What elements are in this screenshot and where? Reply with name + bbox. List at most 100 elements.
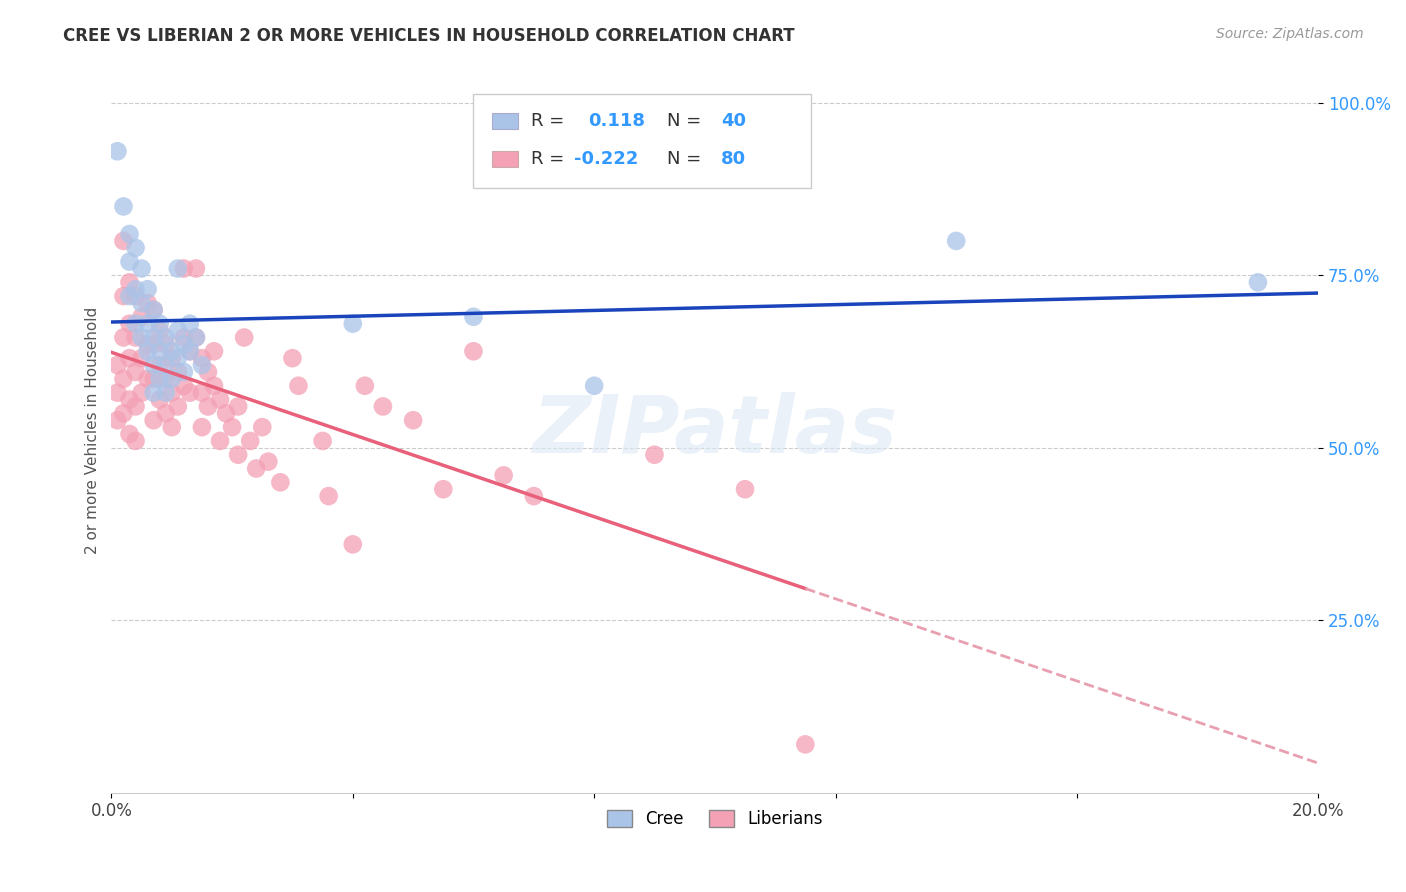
Point <box>136 344 159 359</box>
Point <box>142 302 165 317</box>
Point <box>124 317 146 331</box>
Legend: Cree, Liberians: Cree, Liberians <box>600 804 830 835</box>
Point <box>112 330 135 344</box>
Point <box>191 351 214 366</box>
Point <box>179 344 201 359</box>
Point <box>179 385 201 400</box>
Point <box>311 434 333 448</box>
Point <box>160 351 183 366</box>
Point <box>131 385 153 400</box>
Point <box>1247 275 1270 289</box>
Point <box>124 434 146 448</box>
Point <box>208 392 231 407</box>
Point <box>142 385 165 400</box>
Point <box>131 296 153 310</box>
Point <box>107 145 129 159</box>
Point <box>179 317 201 331</box>
Point <box>166 400 188 414</box>
Point <box>142 372 165 386</box>
Point <box>371 400 394 414</box>
Point <box>112 289 135 303</box>
Point <box>173 365 195 379</box>
Point <box>149 324 172 338</box>
Point <box>149 344 172 359</box>
Point <box>402 413 425 427</box>
Bar <box>492 112 519 128</box>
Text: 0.118: 0.118 <box>588 112 645 129</box>
Point <box>463 344 485 359</box>
Point <box>118 427 141 442</box>
Point <box>179 344 201 359</box>
Point <box>131 330 153 344</box>
Point <box>136 282 159 296</box>
Point <box>287 378 309 392</box>
Point <box>233 330 256 344</box>
Point <box>184 261 207 276</box>
Point <box>202 344 225 359</box>
Point <box>160 385 183 400</box>
Point <box>342 317 364 331</box>
Point <box>492 468 515 483</box>
Point <box>353 378 375 392</box>
Point <box>644 448 666 462</box>
Point <box>142 358 165 372</box>
Text: N =: N = <box>666 112 700 129</box>
Point <box>155 330 177 344</box>
Point <box>136 337 159 351</box>
Point <box>118 275 141 289</box>
Point <box>118 392 141 407</box>
Point <box>215 406 238 420</box>
Point <box>342 537 364 551</box>
Point <box>202 378 225 392</box>
Text: 40: 40 <box>721 112 745 129</box>
Point <box>118 289 141 303</box>
Point <box>734 482 756 496</box>
FancyBboxPatch shape <box>474 94 811 188</box>
Point <box>118 317 141 331</box>
Point <box>221 420 243 434</box>
Point <box>142 337 165 351</box>
Point <box>166 351 188 366</box>
Point <box>281 351 304 366</box>
Point <box>166 365 188 379</box>
Point <box>184 330 207 344</box>
Point <box>124 241 146 255</box>
Point <box>160 420 183 434</box>
Point <box>136 317 159 331</box>
Text: R =: R = <box>531 112 565 129</box>
Point <box>124 365 146 379</box>
Point <box>173 378 195 392</box>
Point <box>149 392 172 407</box>
Point <box>794 738 817 752</box>
Point <box>173 261 195 276</box>
Point <box>191 385 214 400</box>
Point <box>118 254 141 268</box>
Text: ZIPatlas: ZIPatlas <box>533 392 897 469</box>
Point <box>173 330 195 344</box>
Point <box>149 317 172 331</box>
Point <box>197 400 219 414</box>
Text: -0.222: -0.222 <box>574 150 638 168</box>
Point <box>131 351 153 366</box>
Point <box>124 289 146 303</box>
Point <box>184 330 207 344</box>
Point <box>173 337 195 351</box>
Point <box>112 234 135 248</box>
Point <box>142 413 165 427</box>
Point <box>208 434 231 448</box>
Point <box>583 378 606 392</box>
Point <box>124 330 146 344</box>
Point <box>155 406 177 420</box>
Point <box>142 330 165 344</box>
Bar <box>492 151 519 167</box>
Point <box>463 310 485 324</box>
Point <box>107 413 129 427</box>
Point <box>155 385 177 400</box>
Point <box>257 455 280 469</box>
Point <box>124 282 146 296</box>
Point <box>131 310 153 324</box>
Point <box>160 372 183 386</box>
Point <box>142 302 165 317</box>
Point <box>239 434 262 448</box>
Text: N =: N = <box>666 150 700 168</box>
